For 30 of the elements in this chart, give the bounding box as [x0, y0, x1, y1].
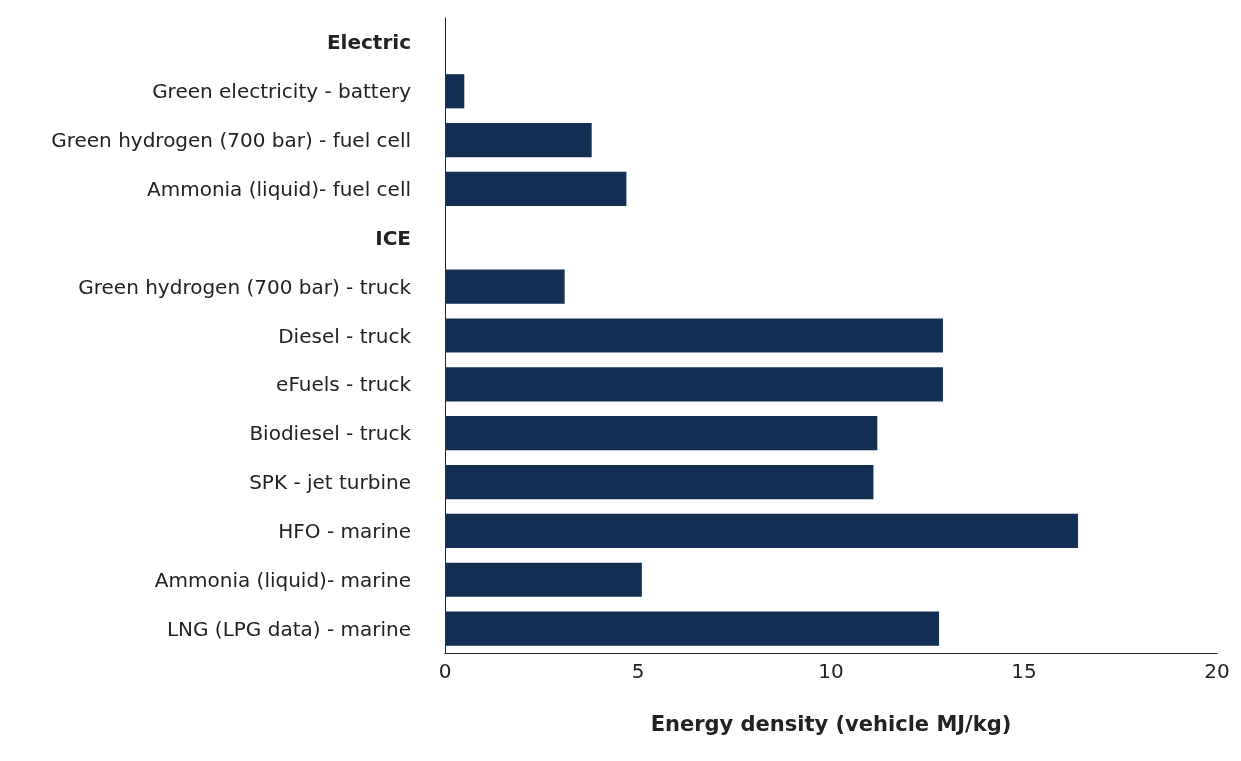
- x-axis-title: Energy density (vehicle MJ/kg): [650, 711, 1012, 736]
- y-tick-label: Green hydrogen (700 bar) - fuel cell: [51, 128, 411, 153]
- bar: [445, 513, 1079, 548]
- x-tick-label: 10: [818, 659, 844, 683]
- y-tick-label: LNG (LPG data) - marine: [166, 616, 411, 641]
- y-tick-label: eFuels - truck: [276, 372, 412, 397]
- x-tick-label: 0: [438, 659, 452, 683]
- y-tick-label: Green electricity - battery: [152, 79, 412, 104]
- y-tick-label: HFO - marine: [278, 518, 411, 543]
- x-tick-label: 15: [1011, 659, 1037, 683]
- y-tick-label: Green hydrogen (700 bar) - truck: [78, 274, 412, 299]
- bar: [445, 269, 565, 304]
- y-tick-label: Ammonia (liquid)- marine: [154, 567, 411, 592]
- y-tick-label: SPK - jet turbine: [249, 470, 411, 495]
- bar: [445, 318, 943, 353]
- x-tick-label: 5: [631, 659, 645, 683]
- bar: [445, 416, 878, 451]
- y-tick-label: Biodiesel - truck: [249, 421, 412, 446]
- x-tick-label: 20: [1204, 659, 1230, 683]
- bar: [445, 464, 874, 500]
- y-tick-label: Electric: [326, 30, 411, 55]
- y-tick-label: Diesel - truck: [278, 323, 412, 348]
- y-tick-label: Ammonia (liquid)- fuel cell: [147, 176, 411, 201]
- bar: [445, 171, 627, 207]
- y-tick-label: ICE: [375, 225, 411, 250]
- bar: [445, 611, 940, 646]
- bar: [445, 74, 465, 109]
- bar: [445, 367, 943, 402]
- bar: [445, 562, 642, 597]
- bar: [445, 123, 592, 158]
